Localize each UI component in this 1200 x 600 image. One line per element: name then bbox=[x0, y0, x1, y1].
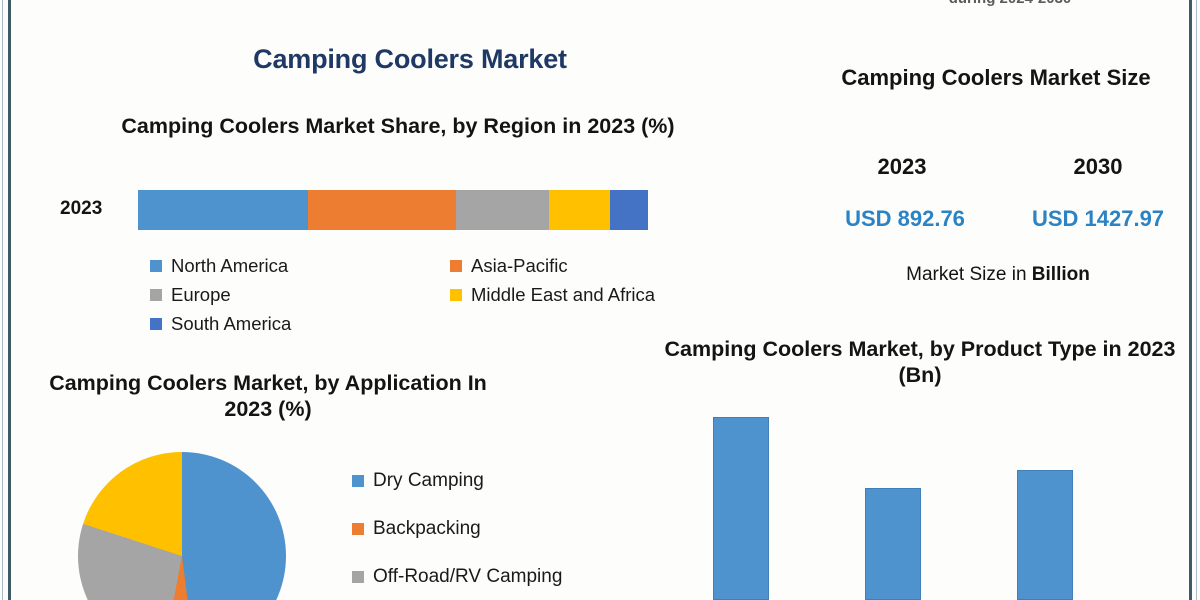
market-size-value-2023: USD 892.76 bbox=[845, 206, 965, 231]
legend-swatch-icon bbox=[352, 475, 364, 487]
market-size-value-2030: USD 1427.97 bbox=[1031, 206, 1165, 231]
region-stacked-bar bbox=[138, 190, 648, 230]
legend-swatch-icon bbox=[352, 571, 364, 583]
application-legend-item-off-road-rv-camping: Off-Road/RV Camping bbox=[352, 566, 652, 588]
region-legend-row: South America bbox=[150, 313, 690, 335]
frame-left-border bbox=[8, 0, 11, 600]
region-legend-row: North America Asia-Pacific bbox=[150, 255, 690, 277]
legend-swatch-icon bbox=[150, 289, 162, 301]
region-segment-middle-east-africa bbox=[548, 190, 610, 230]
legend-swatch-icon bbox=[150, 318, 162, 330]
region-legend-row: Europe Middle East and Africa bbox=[150, 284, 690, 306]
product-chart-title: Camping Coolers Market, by Product Type … bbox=[664, 337, 1176, 388]
region-legend-label: Europe bbox=[171, 284, 231, 305]
legend-swatch-icon bbox=[450, 260, 462, 272]
region-legend-item-middle-east-africa: Middle East and Africa bbox=[450, 284, 655, 306]
application-legend: Dry Camping Backpacking Off-Road/RV Camp… bbox=[352, 470, 652, 600]
market-size-footer: Market Size in Billion bbox=[830, 264, 1166, 286]
region-segment-europe bbox=[455, 190, 549, 230]
application-legend-item-backpacking: Backpacking bbox=[352, 518, 652, 540]
region-legend-item-north-america: North America bbox=[150, 255, 450, 277]
region-segment-asia-pacific bbox=[307, 190, 456, 230]
market-size-year-2023: 2023 bbox=[877, 154, 927, 179]
application-chart-title: Camping Coolers Market, by Application I… bbox=[49, 371, 487, 422]
region-legend-item-asia-pacific: Asia-Pacific bbox=[450, 255, 568, 277]
region-legend-label: South America bbox=[171, 313, 292, 334]
region-legend: North America Asia-Pacific Europe Middle… bbox=[150, 255, 690, 342]
legend-swatch-icon bbox=[352, 523, 364, 535]
region-legend-label: North America bbox=[171, 255, 289, 276]
region-segment-north-america bbox=[138, 190, 308, 230]
legend-swatch-icon bbox=[450, 289, 462, 301]
region-chart-title: Camping Coolers Market Share, by Region … bbox=[121, 114, 675, 138]
top-caption: during 2024-2030 bbox=[840, 0, 1180, 7]
frame-right-hairline bbox=[1196, 0, 1197, 600]
application-legend-label: Dry Camping bbox=[373, 470, 484, 491]
application-legend-label: Off-Road/RV Camping bbox=[373, 566, 563, 587]
market-size-footer-prefix: Market Size in bbox=[906, 264, 1032, 285]
region-segment-south-america bbox=[609, 190, 648, 230]
frame-left-hairline bbox=[2, 0, 3, 600]
application-legend-item-dry-camping: Dry Camping bbox=[352, 470, 652, 492]
region-legend-item-europe: Europe bbox=[150, 284, 450, 306]
application-pie-chart bbox=[78, 452, 286, 600]
market-size-year-2030: 2030 bbox=[1073, 154, 1123, 179]
legend-swatch-icon bbox=[150, 260, 162, 272]
market-size-title: Camping Coolers Market Size bbox=[841, 65, 1151, 90]
application-legend-label: Backpacking bbox=[373, 518, 481, 539]
product-bar-1 bbox=[713, 417, 769, 600]
market-size-footer-unit: Billion bbox=[1031, 264, 1090, 285]
region-chart-category-label: 2023 bbox=[60, 198, 103, 219]
region-legend-label: Asia-Pacific bbox=[471, 255, 568, 276]
page-title: Camping Coolers Market bbox=[253, 44, 567, 74]
frame-right-border bbox=[1189, 0, 1192, 600]
product-bar-3 bbox=[1017, 470, 1073, 600]
product-bar-2 bbox=[865, 488, 921, 600]
region-legend-label: Middle East and Africa bbox=[471, 284, 656, 305]
region-legend-item-south-america: South America bbox=[150, 313, 450, 335]
